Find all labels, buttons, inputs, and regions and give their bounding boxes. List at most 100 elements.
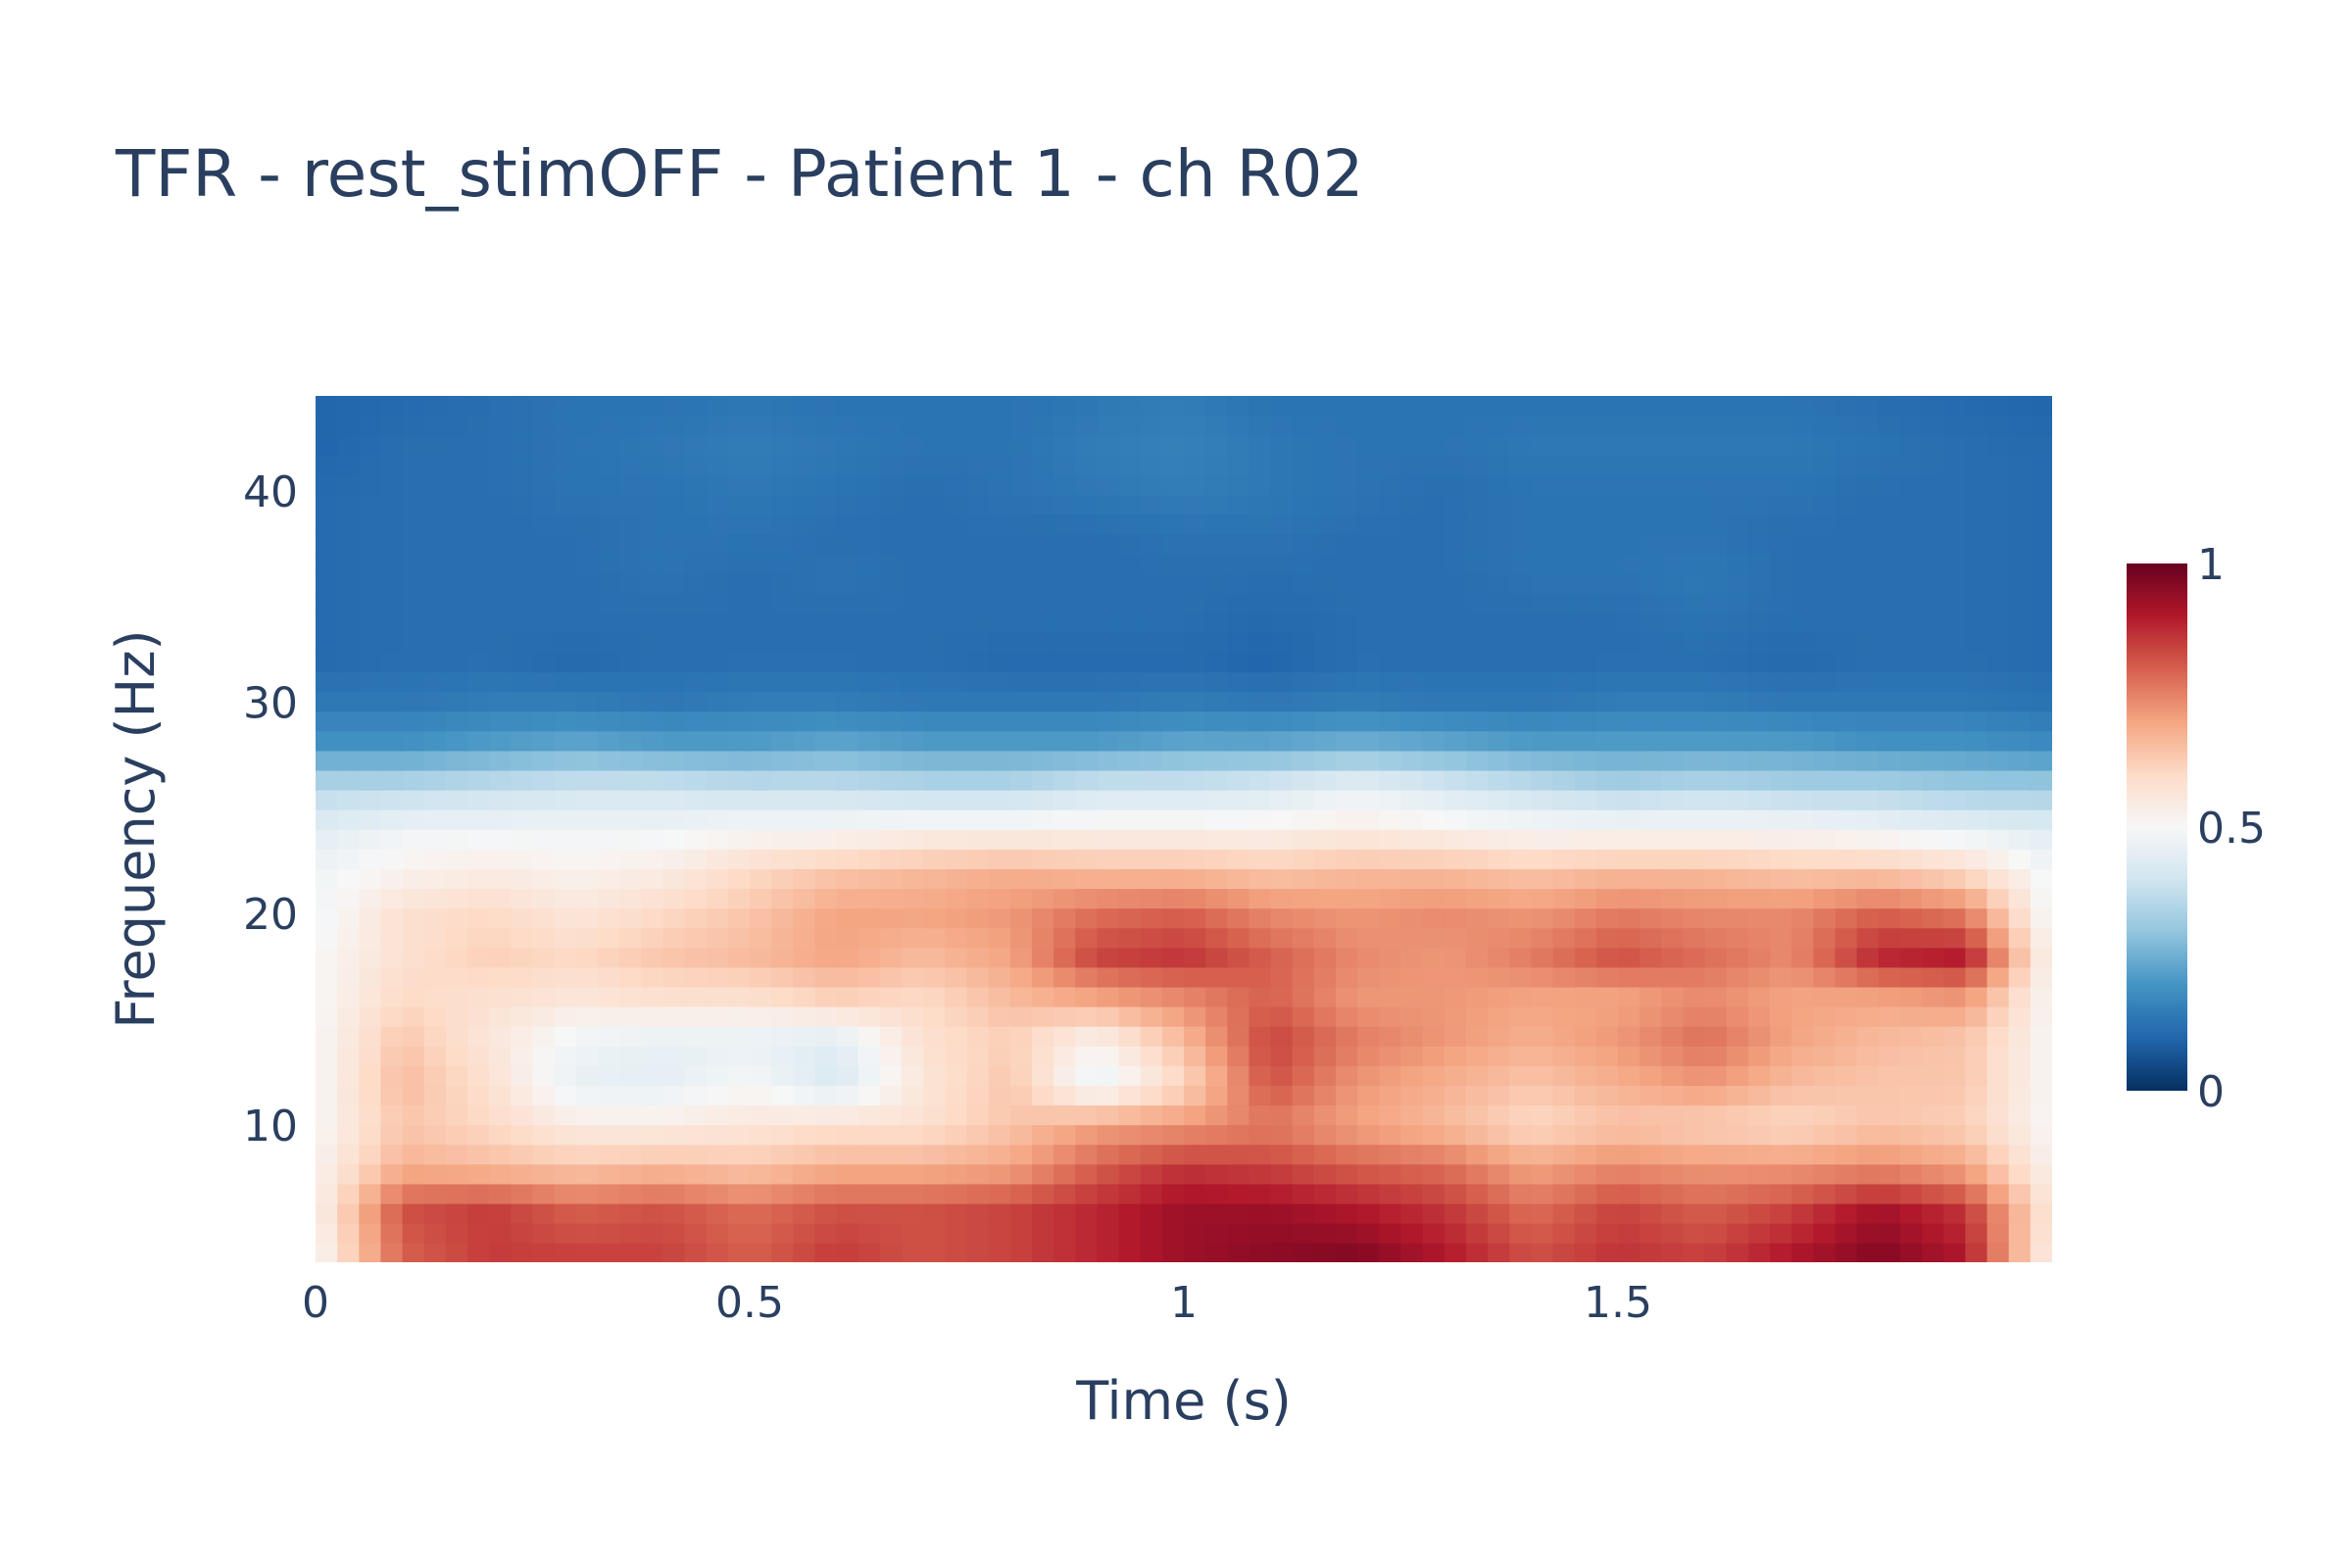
heatmap-cell <box>1118 1085 1142 1106</box>
heatmap-cell <box>706 494 729 515</box>
heatmap-cell <box>489 1163 513 1185</box>
heatmap-cell <box>359 592 382 613</box>
heatmap-cell <box>923 553 947 574</box>
heatmap-cell <box>597 592 620 613</box>
heatmap-cell <box>1400 986 1424 1007</box>
heatmap-cell <box>1856 966 1880 988</box>
heatmap-cell <box>771 927 795 949</box>
heatmap-cell <box>1270 1183 1294 1204</box>
heatmap-cell <box>1618 416 1641 436</box>
heatmap-cell <box>1835 671 1858 693</box>
heatmap-cell <box>1161 730 1185 752</box>
heatmap-cell <box>423 1202 447 1224</box>
heatmap-cell <box>575 671 599 693</box>
heatmap-cell <box>750 612 772 633</box>
heatmap-cell <box>727 514 751 535</box>
heatmap-cell <box>1161 888 1185 909</box>
heatmap-cell <box>1747 1025 1771 1047</box>
heatmap-cell <box>1488 671 1511 693</box>
heatmap-cell <box>1726 592 1749 613</box>
heatmap-cell <box>793 1222 816 1244</box>
heatmap-cell <box>402 572 425 594</box>
heatmap-cell <box>511 1065 534 1086</box>
heatmap-cell <box>727 1046 751 1066</box>
heatmap-cell <box>1031 966 1054 988</box>
heatmap-cell <box>1249 396 1272 416</box>
heatmap-cell <box>814 868 838 890</box>
heatmap-cell <box>1618 769 1641 791</box>
heatmap-cell <box>771 1065 795 1086</box>
heatmap-cell <box>1270 1065 1294 1086</box>
heatmap-cell <box>511 769 534 791</box>
heatmap-cell <box>879 750 903 771</box>
heatmap-cell <box>1205 1104 1229 1126</box>
heatmap-cell <box>1943 868 1967 890</box>
heatmap-cell <box>1899 416 1923 436</box>
heatmap-cell <box>1422 769 1446 791</box>
heatmap-cell <box>554 789 577 810</box>
heatmap-cell <box>1118 1005 1142 1027</box>
x-axis-title: Time (s) <box>1075 1370 1292 1432</box>
heatmap-cell <box>1422 1025 1446 1047</box>
heatmap-cell <box>706 1242 729 1262</box>
heatmap-cell <box>1313 927 1337 949</box>
heatmap-cell <box>1488 1144 1511 1165</box>
heatmap-cell <box>836 1222 859 1244</box>
heatmap-cell <box>575 572 599 594</box>
heatmap-cell <box>1813 1046 1837 1066</box>
heatmap-cell <box>1054 494 1077 515</box>
heatmap-cell <box>662 455 686 476</box>
heatmap-cell <box>1595 1222 1619 1244</box>
heatmap-cell <box>1899 652 1923 673</box>
heatmap-cell <box>1704 1104 1728 1126</box>
heatmap-cell <box>1227 612 1250 633</box>
heatmap-cell <box>662 829 686 850</box>
heatmap-cell <box>1661 907 1685 929</box>
heatmap-cell <box>988 1046 1011 1066</box>
heatmap-cell <box>1118 1025 1142 1047</box>
heatmap-cell <box>554 868 577 890</box>
heatmap-cell <box>2008 1025 2032 1047</box>
heatmap-cell <box>858 691 881 712</box>
heatmap-cell <box>1922 907 1945 929</box>
heatmap-cell <box>1357 1104 1381 1126</box>
heatmap-cell <box>1509 1046 1533 1066</box>
heatmap-cell <box>1899 396 1923 416</box>
heatmap-cell <box>1943 966 1967 988</box>
heatmap-cell <box>1618 1202 1641 1224</box>
heatmap-cell <box>1249 1202 1272 1224</box>
heatmap-cell <box>1444 416 1467 436</box>
heatmap-plot-area[interactable] <box>316 396 2053 1263</box>
heatmap-cell <box>1856 710 1880 732</box>
heatmap-cell <box>1899 1202 1923 1224</box>
heatmap-cell <box>489 671 513 693</box>
heatmap-cell <box>1813 1005 1837 1027</box>
heatmap-cell <box>641 750 664 771</box>
heatmap-cell <box>902 789 924 810</box>
heatmap-cell <box>1509 1144 1533 1165</box>
heatmap-cell <box>706 671 729 693</box>
heatmap-cell <box>1379 671 1402 693</box>
heatmap-cell <box>2008 671 2032 693</box>
heatmap-cell <box>750 907 772 929</box>
heatmap-cell <box>359 612 382 633</box>
heatmap-cell <box>1422 396 1446 416</box>
heatmap-cell <box>359 1163 382 1185</box>
heatmap-cell <box>1400 1046 1424 1066</box>
heatmap-cell <box>619 1242 643 1262</box>
heatmap-cell <box>1574 1005 1597 1027</box>
heatmap-cell <box>706 1222 729 1244</box>
heatmap-cell <box>445 592 468 613</box>
heatmap-cell <box>1205 829 1229 850</box>
heatmap-cell <box>1313 1144 1337 1165</box>
heatmap-cell <box>1292 671 1315 693</box>
heatmap-cell <box>1922 829 1945 850</box>
heatmap-cell <box>1922 868 1945 890</box>
heatmap-cell <box>923 416 947 436</box>
heatmap-cell <box>316 652 338 673</box>
heatmap-cell <box>1161 514 1185 535</box>
heatmap-cell <box>966 1025 990 1047</box>
heatmap-cell <box>1509 947 1533 968</box>
heatmap-cell <box>445 750 468 771</box>
heatmap-cell <box>1531 868 1554 890</box>
